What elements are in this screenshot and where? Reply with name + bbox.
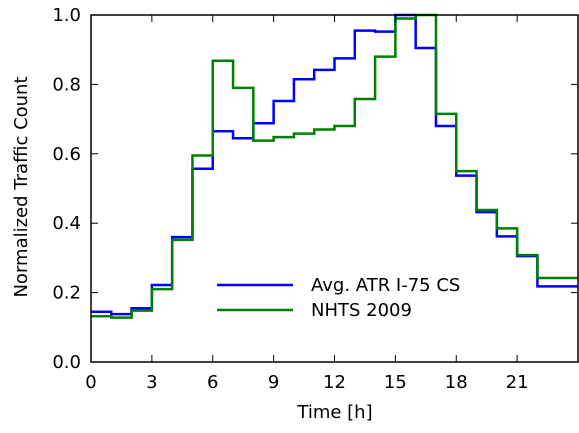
y-axis-label: Normalized Traffic Count: [11, 76, 32, 297]
legend-label-1: NHTS 2009: [311, 300, 412, 321]
y-tick-label: 1.0: [52, 5, 81, 26]
y-tick-label: 0.6: [52, 144, 81, 165]
y-tick-label: 0.4: [52, 213, 81, 234]
series-layer: [91, 13, 578, 319]
x-tick-label: 0: [85, 372, 96, 393]
x-tick-label: 21: [506, 372, 529, 393]
y-tick-label: 0.2: [52, 283, 81, 304]
tick-layer: 0 3 6 9 12 15 18 21 0.0 0.2 0.4 0.6 0.8 1.0: [52, 5, 578, 393]
x-tick-label: 6: [207, 372, 218, 393]
x-tick-label: 15: [384, 372, 407, 393]
y-tick-label: 0.0: [52, 352, 81, 373]
x-axis-label: Time [h]: [296, 402, 372, 423]
x-tick-label: 3: [146, 372, 157, 393]
x-tick-label: 18: [445, 372, 468, 393]
series-line-0: [91, 13, 578, 316]
x-tick-label: 9: [268, 372, 279, 393]
x-tick-label: 12: [323, 372, 346, 393]
legend-label-0: Avg. ATR I-75 CS: [311, 275, 460, 296]
y-tick-label: 0.8: [52, 74, 81, 95]
series-line-1: [91, 13, 578, 319]
legend: Avg. ATR I-75 CS NHTS 2009: [217, 275, 460, 321]
